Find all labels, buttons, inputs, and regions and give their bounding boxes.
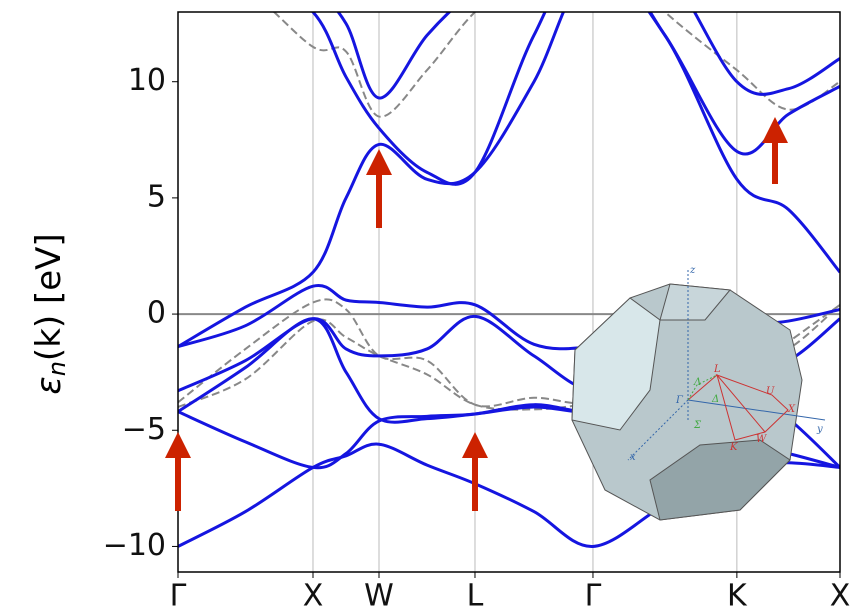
y-tick-label: 0 <box>147 296 166 331</box>
x-tick-label: X <box>830 579 851 614</box>
y-label-rest: (k) [eV] <box>29 233 69 361</box>
inset-label: x <box>630 452 636 463</box>
arrow-head <box>165 432 191 458</box>
arrow-head <box>762 117 788 143</box>
arrow-shaft <box>175 455 181 511</box>
inset-label: z <box>689 265 696 276</box>
y-label-symbol: ε <box>29 376 69 394</box>
inset-label: U <box>766 386 775 397</box>
band-line <box>178 0 840 347</box>
y-tick-label: 5 <box>147 179 166 214</box>
chart: εn(k) [eV] z y x Γ L U X W K Λ Δ Σ Γ X W L Γ… <box>0 0 861 615</box>
inset-label: Γ <box>675 395 684 406</box>
inset-label: L <box>713 364 721 375</box>
arrow-shaft <box>772 140 778 184</box>
x-tick-label: X <box>303 579 324 614</box>
inset-label: X <box>787 404 796 415</box>
x-tick-label: W <box>364 579 394 614</box>
y-tick-label: −5 <box>122 412 166 447</box>
arrow-head <box>462 432 488 458</box>
x-tick-label: Γ <box>585 579 602 614</box>
y-axis-label: εn(k) [eV] <box>29 233 72 394</box>
x-tick-label: K <box>727 579 748 614</box>
y-tick-label: −10 <box>103 528 166 563</box>
arrow-shaft <box>472 455 478 511</box>
inset-label: W <box>756 434 767 445</box>
arrow-shaft <box>376 172 382 228</box>
inset-label: K <box>729 442 738 453</box>
y-label-subscript: n <box>43 361 71 376</box>
y-tick-label: 10 <box>128 63 166 98</box>
band-line <box>178 0 840 184</box>
x-tick-label: L <box>467 579 484 614</box>
inset-label: Σ <box>693 420 702 431</box>
inset-label: Δ <box>711 394 719 405</box>
brillouin-zone-inset: z y x Γ L U X W K Λ Δ Σ <box>572 265 825 520</box>
inset-label: Λ <box>693 377 701 388</box>
inset-label: y <box>816 424 823 435</box>
x-tick-label: Γ <box>170 579 187 614</box>
